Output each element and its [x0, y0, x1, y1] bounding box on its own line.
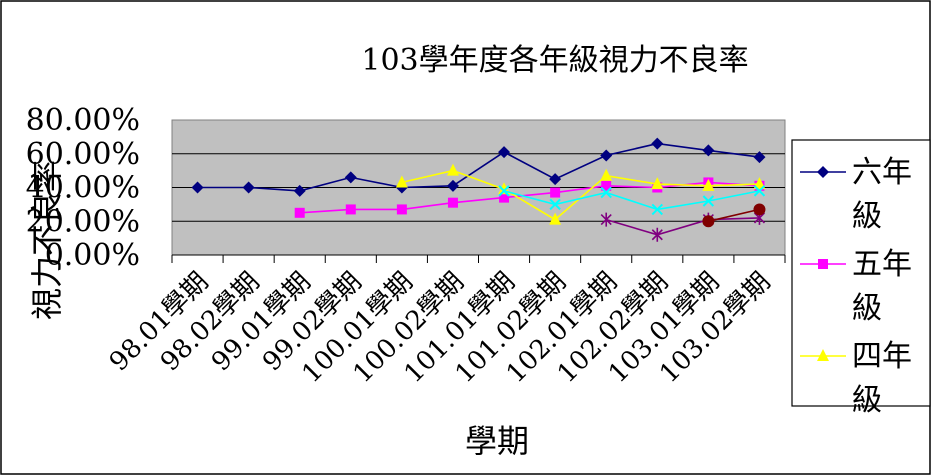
data-point — [294, 207, 305, 218]
y-tick-label: 80.00% — [26, 103, 140, 138]
gridlines — [172, 153, 785, 222]
data-point — [600, 212, 612, 227]
data-point — [818, 259, 828, 269]
data-point — [499, 192, 510, 203]
y-tick-label: 0.00% — [45, 238, 140, 273]
data-point — [817, 166, 829, 178]
data-point — [601, 180, 612, 191]
data-point — [446, 163, 459, 176]
data-point — [753, 177, 766, 190]
data-point — [753, 203, 766, 216]
y-axis-tick-labels: 0.00%20.00%40.00%60.00%80.00% — [26, 103, 140, 273]
chart-title: 103學年度各年級視力不良率 — [361, 43, 748, 78]
data-point — [651, 177, 664, 190]
data-point — [345, 204, 356, 215]
series-line — [503, 190, 760, 211]
x-axis-title: 學期 — [465, 422, 529, 460]
y-tick-label: 60.00% — [26, 137, 140, 172]
data-point — [702, 195, 715, 207]
data-point — [447, 197, 458, 208]
series-4 — [498, 185, 766, 216]
data-point — [651, 203, 663, 216]
data-point — [344, 171, 357, 184]
series-1 — [191, 137, 766, 197]
data-point — [702, 178, 715, 191]
series-6 — [702, 203, 766, 228]
data-point — [753, 151, 766, 164]
legend-label: 五年級 — [852, 247, 912, 326]
data-point — [293, 184, 306, 197]
series-3 — [395, 163, 766, 225]
data-point — [242, 181, 255, 194]
data-series — [191, 137, 766, 242]
legend — [791, 139, 931, 407]
data-point — [702, 215, 715, 228]
data-point — [549, 198, 561, 211]
y-tick-label: 40.00% — [26, 171, 140, 206]
y-tick-label: 20.00% — [26, 204, 140, 239]
data-point — [817, 349, 829, 361]
data-point — [549, 212, 562, 225]
data-point — [191, 181, 204, 194]
data-point — [549, 173, 562, 186]
series-line — [605, 217, 760, 236]
legend-label: 六年級 — [852, 155, 912, 234]
data-point — [651, 227, 663, 242]
data-point — [600, 168, 613, 181]
data-point — [550, 187, 561, 198]
data-point — [702, 144, 715, 157]
data-point — [600, 186, 612, 199]
data-point — [395, 175, 408, 188]
data-point — [651, 137, 664, 150]
legend-entry: 四年級 — [800, 339, 912, 418]
legend-entry: 五年級 — [800, 247, 912, 326]
series-line — [708, 208, 760, 223]
data-point — [753, 185, 766, 197]
data-point — [396, 204, 407, 215]
legend-entry: 六年級 — [800, 155, 912, 234]
data-point — [446, 179, 459, 192]
series-line — [401, 169, 760, 221]
data-point — [498, 185, 510, 197]
series-line — [197, 142, 760, 192]
data-point — [498, 146, 511, 159]
legend-label: 四年級 — [852, 339, 912, 418]
data-point — [600, 149, 613, 162]
y-axis-title: 視力不良率 — [28, 160, 66, 320]
